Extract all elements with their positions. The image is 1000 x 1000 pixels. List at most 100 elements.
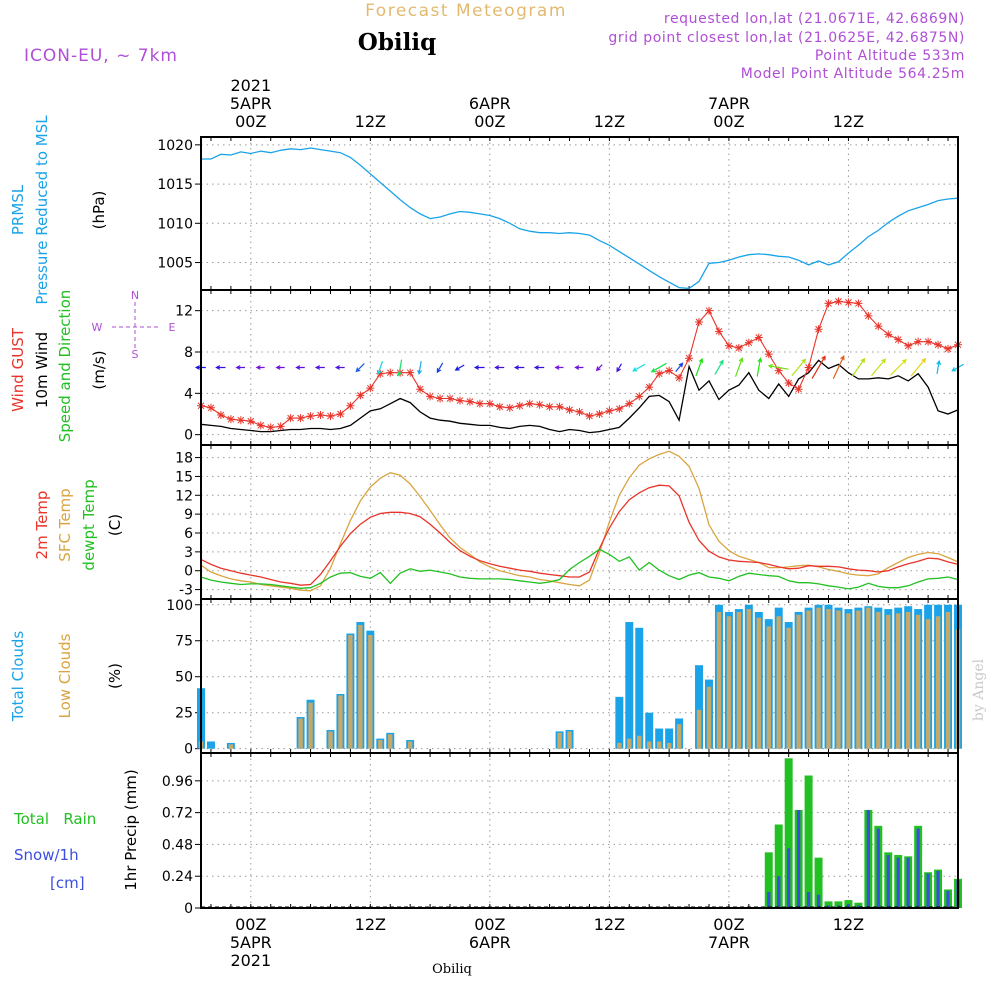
low-cloud-bar bbox=[676, 724, 682, 749]
low-cloud-bar bbox=[706, 686, 712, 749]
gust-marker bbox=[236, 416, 245, 425]
bottom-time-label: 12Z bbox=[594, 915, 625, 934]
low-cloud-bar bbox=[746, 609, 752, 749]
gust-marker bbox=[894, 335, 903, 344]
temp2m-line bbox=[200, 484, 959, 586]
wind-direction-arrow bbox=[890, 358, 907, 376]
low-cloud-bar bbox=[806, 610, 811, 749]
temp-ytick-label: -3 bbox=[179, 583, 193, 599]
footer-station: Obiliq bbox=[432, 962, 472, 977]
gust-marker bbox=[306, 412, 315, 421]
low-cloud-bar bbox=[557, 732, 562, 749]
gust-marker bbox=[366, 384, 375, 393]
top-time-label: 7APR bbox=[708, 94, 750, 113]
precip-ytick-label: 0.24 bbox=[162, 869, 193, 885]
snow-bar bbox=[866, 809, 870, 908]
wind-direction-arrow bbox=[473, 365, 485, 370]
gust-marker bbox=[276, 422, 285, 431]
top-time-label: 5APR bbox=[230, 94, 272, 113]
wind-unit: (m/s) bbox=[90, 350, 108, 389]
wind-direction-arrow bbox=[871, 358, 887, 377]
low-cloud-bar bbox=[358, 624, 363, 749]
snow-bar bbox=[876, 828, 880, 908]
gust-marker bbox=[346, 401, 355, 410]
snow-bar bbox=[886, 855, 890, 908]
gust-marker bbox=[774, 366, 783, 375]
precip-unit: 1hr Precip (mm) bbox=[122, 769, 140, 890]
low-cloud-bar bbox=[378, 740, 383, 749]
low-cloud-bar bbox=[866, 607, 871, 749]
gust-marker bbox=[426, 392, 435, 401]
low-cloud-bar bbox=[696, 709, 702, 749]
gust-marker bbox=[615, 404, 624, 413]
precip-ytick-label: 0.48 bbox=[162, 837, 193, 853]
temp-ytick-label: 0 bbox=[184, 564, 193, 580]
gust-marker bbox=[246, 417, 255, 426]
temperature-panel: -3 0 3 6 9 12 15 18 bbox=[175, 444, 959, 600]
compass-s: S bbox=[132, 348, 139, 361]
wind-direction-arrow bbox=[513, 365, 525, 370]
gust-marker bbox=[436, 394, 445, 403]
gust-marker bbox=[446, 394, 455, 403]
pressure-panel: 1005 1010 1015 1020 bbox=[157, 136, 959, 291]
gust-marker bbox=[944, 344, 953, 353]
gust-marker bbox=[704, 306, 713, 315]
top-time-label: 12Z bbox=[355, 112, 386, 131]
gust-marker bbox=[764, 350, 773, 359]
low-cloud-bar bbox=[935, 616, 941, 749]
low-cloud-bar bbox=[716, 611, 722, 749]
temp-unit: (C) bbox=[106, 514, 124, 536]
total-cloud-bar bbox=[695, 665, 704, 749]
gust-marker bbox=[226, 415, 235, 424]
wind-panel-labels: Wind GUST 10m Wind Speed and Direction (… bbox=[9, 289, 176, 442]
wind-direction-arrow bbox=[714, 359, 724, 375]
wind-ytick-label: 4 bbox=[184, 386, 193, 402]
wind10m-line bbox=[200, 359, 959, 434]
wind-direction-arrow bbox=[632, 363, 646, 372]
model-altitude: Model Point Altitude 564.25m bbox=[741, 66, 965, 82]
gust-marker bbox=[724, 341, 733, 350]
temp-ytick-label: 12 bbox=[175, 488, 193, 504]
low-cloud-bar bbox=[388, 734, 393, 749]
wind-direction-arrow bbox=[811, 355, 826, 379]
low-cloud-bar bbox=[786, 627, 791, 749]
gust-marker bbox=[585, 412, 594, 421]
precip-ytick-label: 0 bbox=[184, 901, 193, 917]
wind-direction-arrow bbox=[734, 357, 744, 377]
wind-direction-arrow bbox=[616, 363, 623, 373]
gust-marker bbox=[625, 399, 634, 408]
cloud-panel: 0 25 50 75 100 bbox=[166, 598, 962, 758]
pressure-ytick-label: 1020 bbox=[157, 138, 193, 154]
rain-bar bbox=[814, 857, 823, 908]
gust-marker bbox=[695, 318, 704, 327]
gust-marker bbox=[864, 311, 873, 320]
wind-direction-arrow bbox=[314, 365, 325, 370]
rain-bar bbox=[824, 901, 833, 908]
gust-marker bbox=[794, 385, 803, 394]
pressure-label-1: PRMSL bbox=[9, 184, 27, 235]
low-cloud-bar bbox=[567, 731, 572, 749]
gust-marker bbox=[316, 411, 325, 420]
temp-frame bbox=[200, 444, 959, 600]
rain-bar bbox=[774, 824, 783, 908]
total-cloud-bar bbox=[635, 627, 644, 749]
gust-marker bbox=[575, 407, 584, 416]
wind-direction-arrow bbox=[215, 365, 226, 370]
top-time-label: 12Z bbox=[594, 112, 625, 131]
cloud-ytick-label: 75 bbox=[175, 634, 193, 650]
model-label: ICON-EU, ~ 7km bbox=[24, 46, 178, 66]
wind-ytick-label: 0 bbox=[184, 428, 193, 444]
pressure-panel-labels: PRMSL Pressure Reduced to MSL (hPa) bbox=[9, 115, 108, 305]
temp-label-2m: 2m Temp bbox=[33, 491, 51, 560]
wind-label-dir: Speed and Direction bbox=[56, 290, 74, 443]
gust-marker bbox=[714, 327, 723, 336]
top-time-label: 00Z bbox=[713, 112, 744, 131]
cloud-ytick-label: 25 bbox=[175, 706, 193, 722]
wind-direction-arrow bbox=[396, 359, 403, 377]
low-cloud-bar bbox=[407, 741, 413, 749]
pressure-ytick-label: 1005 bbox=[157, 256, 193, 272]
gust-marker bbox=[934, 340, 943, 349]
wind-direction-arrow bbox=[554, 365, 564, 370]
top-time-label: 00Z bbox=[474, 112, 505, 131]
wind-direction-arrow bbox=[695, 357, 704, 377]
